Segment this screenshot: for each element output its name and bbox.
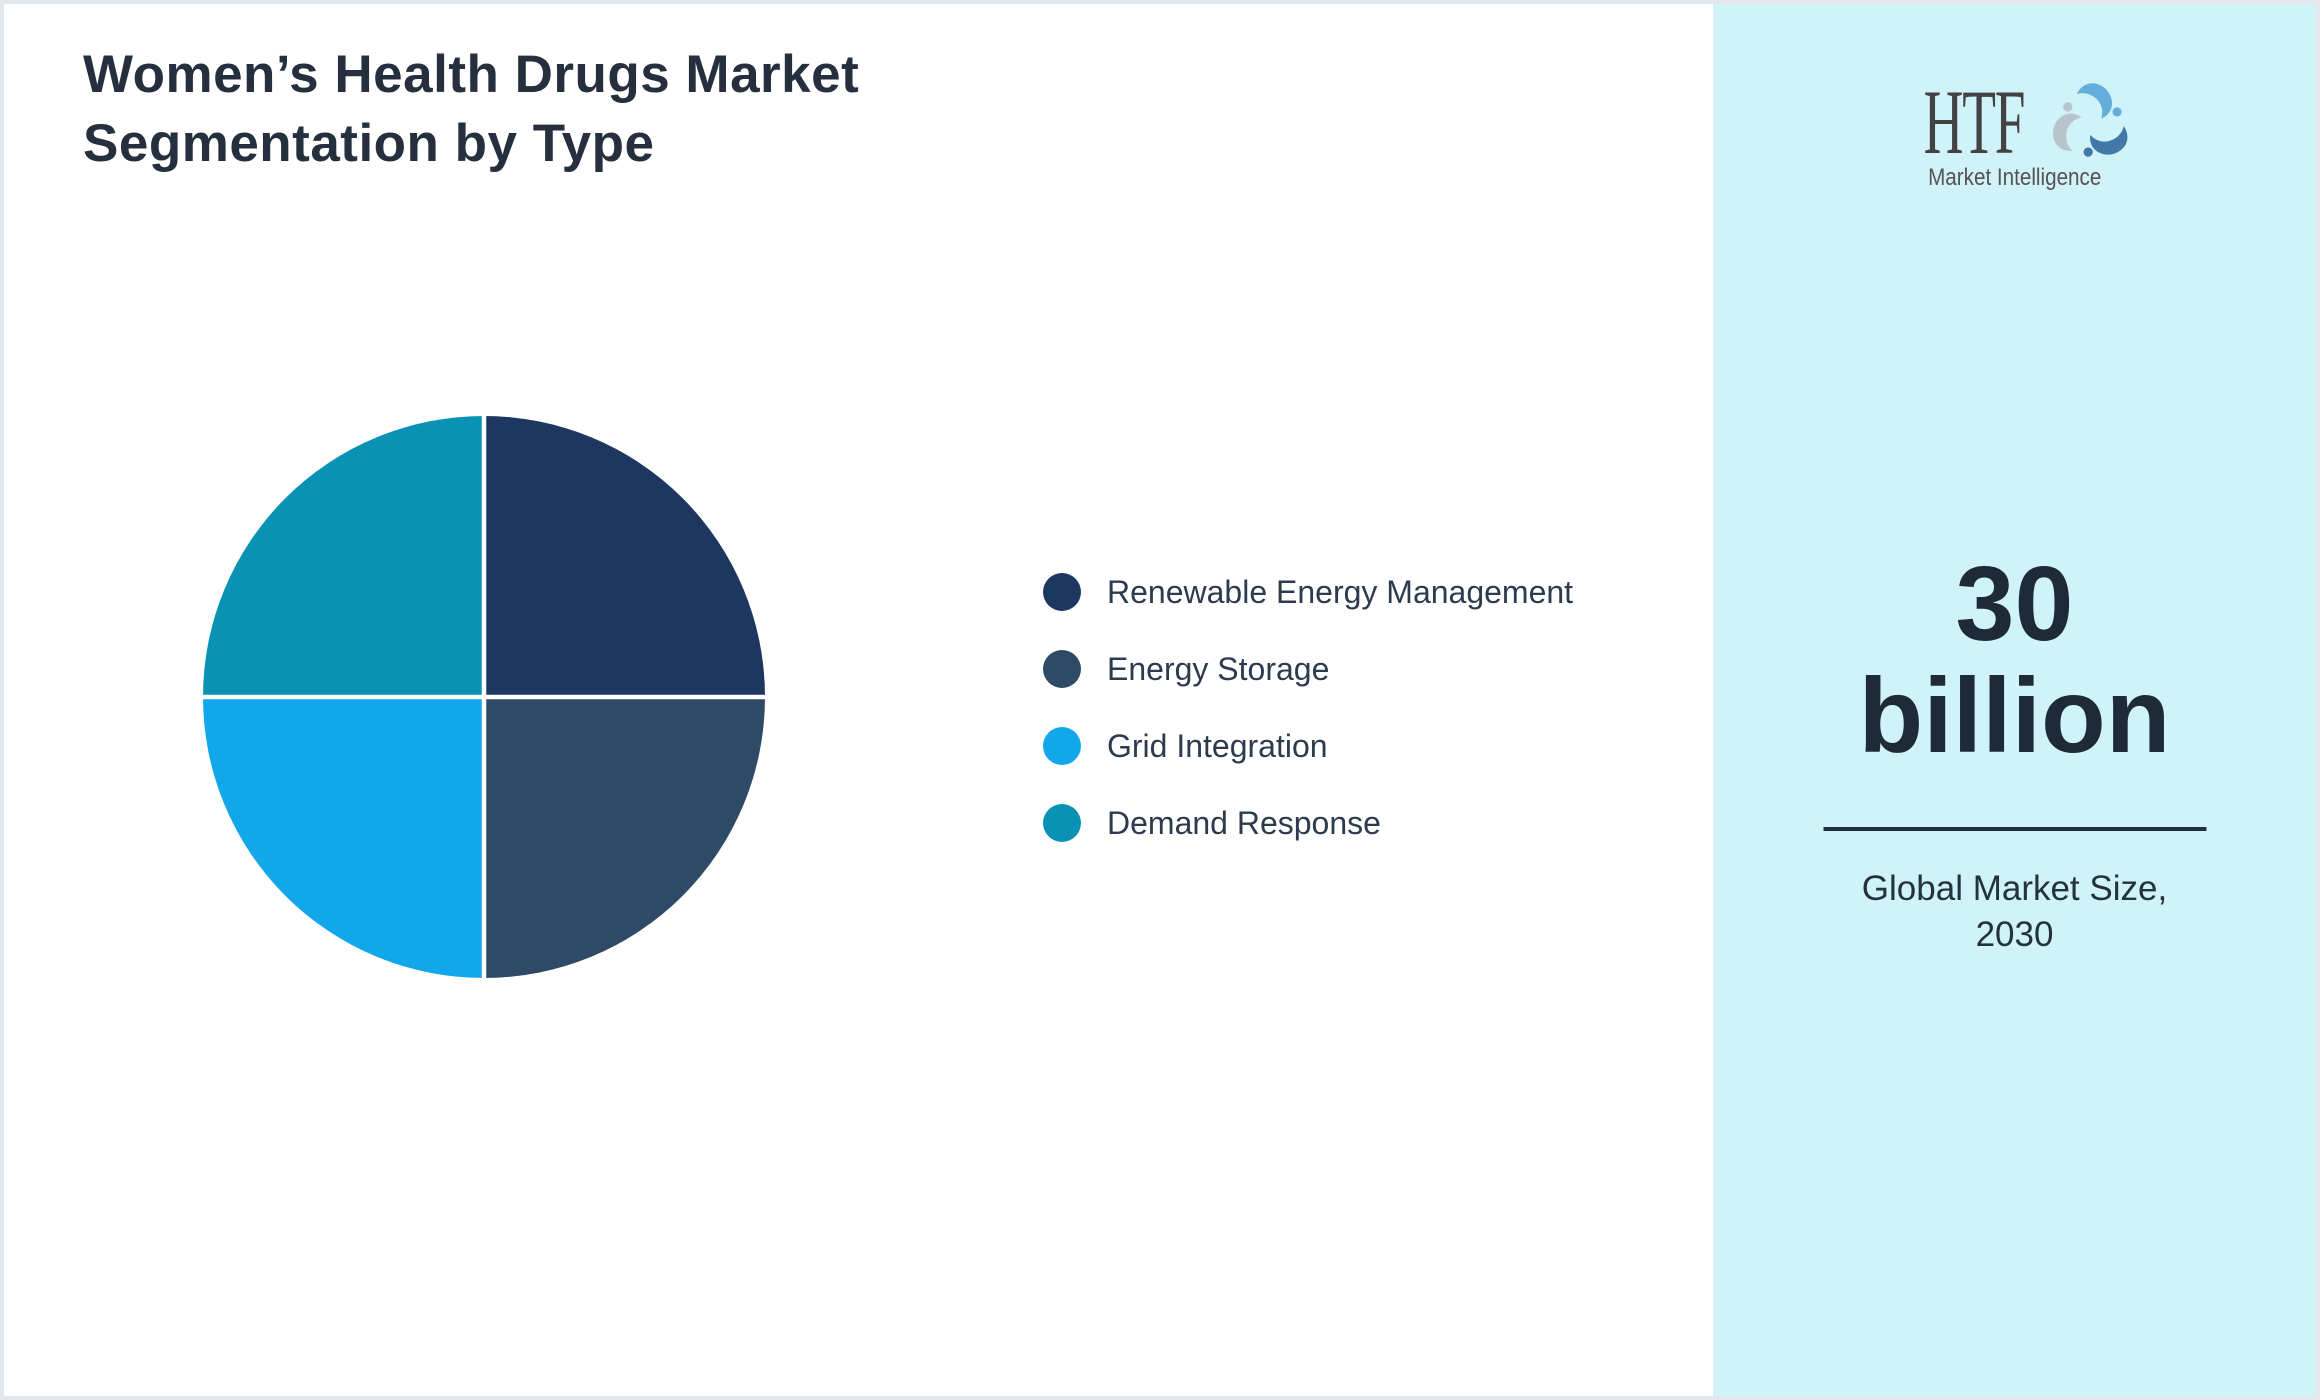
- legend-swatch-icon: [1043, 650, 1081, 688]
- pie-chart: [201, 414, 767, 980]
- logo-tagline: Market Intelligence: [1927, 164, 2102, 191]
- page-title: Women’s Health Drugs Market Segmentation…: [83, 45, 860, 173]
- legend-item-2: Energy Storage: [1043, 650, 1573, 688]
- pie-slice-4: [203, 416, 484, 697]
- legend-swatch-icon: [1043, 804, 1081, 842]
- legend-swatch-icon: [1043, 727, 1081, 765]
- divider-line: [1823, 827, 2206, 831]
- market-size-caption: Global Market Size, 2030: [1861, 869, 2168, 954]
- legend-item-3: Grid Integration: [1043, 727, 1573, 765]
- logo: HTF Market Intelligence: [1713, 71, 2316, 192]
- pie-slice-3: [203, 697, 484, 978]
- pie-chart-svg: [203, 416, 765, 978]
- legend-label: Renewable Energy Management: [1107, 573, 1574, 610]
- legend-item-1: Renewable Energy Management: [1043, 573, 1573, 611]
- legend-swatch-icon: [1043, 573, 1081, 611]
- legend-label: Grid Integration: [1107, 727, 1328, 764]
- chart-legend: Renewable Energy Management Energy Storag…: [1043, 573, 1573, 842]
- legend-label: Energy Storage: [1107, 650, 1330, 687]
- logo-brand-text: HTF: [1923, 71, 2025, 173]
- pie-slice-1: [484, 416, 765, 697]
- dolphin-swirl-icon: [2053, 83, 2128, 157]
- legend-item-4: Demand Response: [1043, 804, 1573, 842]
- sidebar: HTF Market Intelligence: [1713, 4, 2316, 1396]
- market-size-value: 30 billion: [1858, 545, 2171, 775]
- logo-row: HTF: [1713, 71, 2316, 173]
- pie-slice-2: [484, 697, 765, 978]
- legend-label: Demand Response: [1107, 804, 1381, 841]
